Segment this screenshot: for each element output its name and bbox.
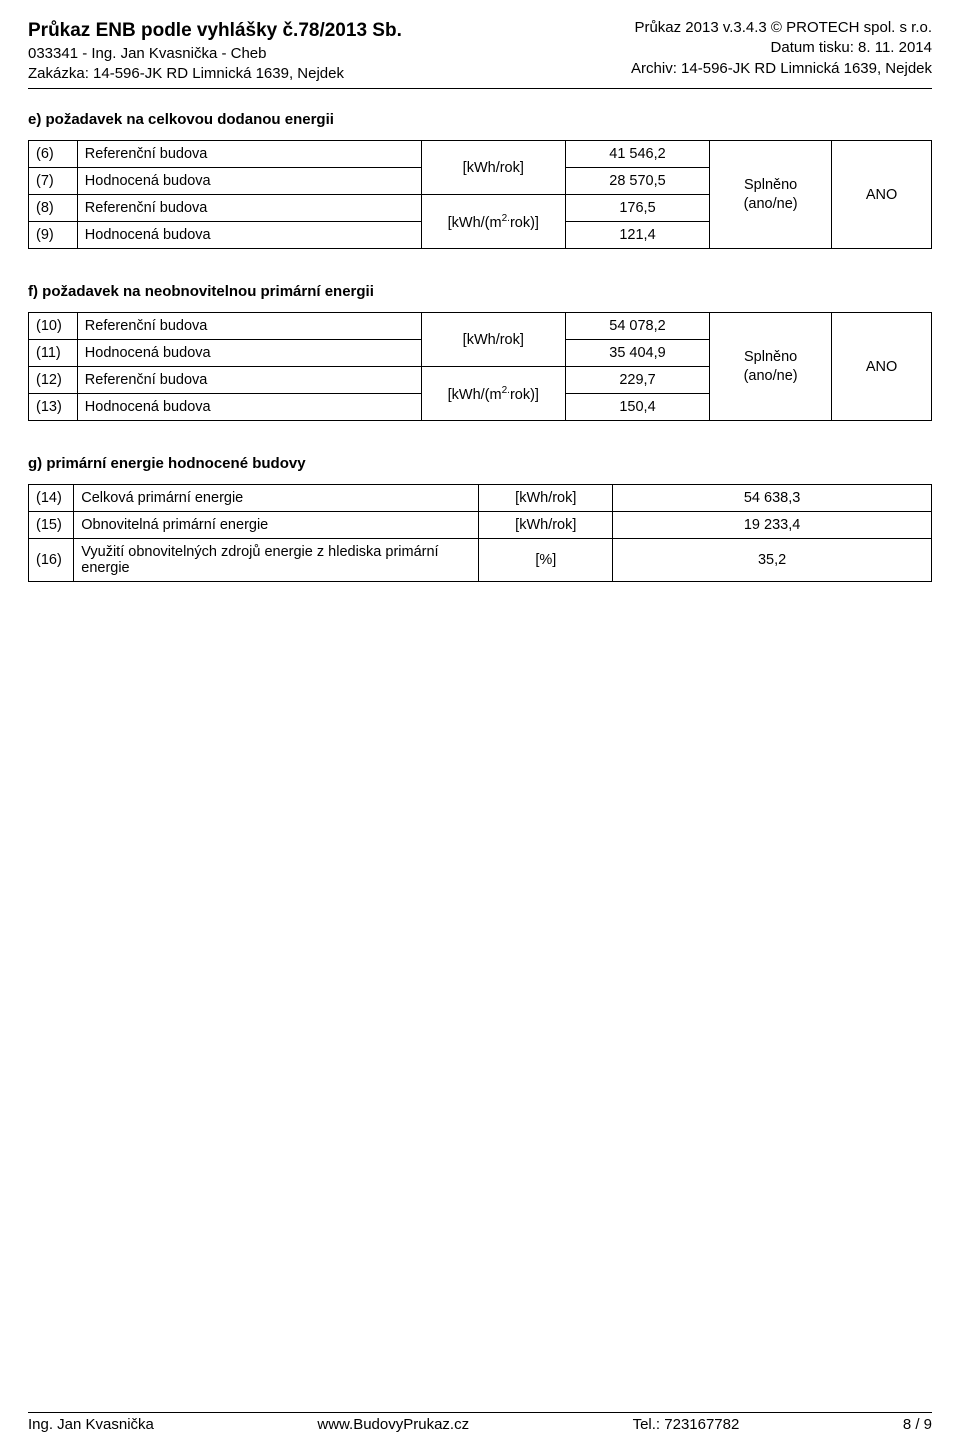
cell-unit: [%] bbox=[479, 539, 613, 582]
cell-splneno: Splněno (ano/ne) bbox=[710, 313, 832, 421]
cell-value: 54 078,2 bbox=[565, 313, 709, 340]
splneno-l1: Splněno bbox=[744, 177, 797, 193]
doc-line2-right: Datum tisku: 8. 11. 2014 bbox=[631, 38, 932, 58]
cell-num: (12) bbox=[29, 367, 78, 394]
cell-unit: [kWh/(m2.rok)] bbox=[421, 367, 565, 421]
cell-num: (7) bbox=[29, 168, 78, 195]
cell-label: Obnovitelná primární energie bbox=[74, 512, 479, 539]
table-row: (15) Obnovitelná primární energie [kWh/r… bbox=[29, 512, 932, 539]
section-e-title: e) požadavek na celkovou dodanou energii bbox=[28, 111, 932, 128]
footer-left: Ing. Jan Kvasnička bbox=[28, 1416, 154, 1433]
cell-label: Využití obnovitelných zdrojů energie z h… bbox=[74, 539, 479, 582]
section-f-title: f) požadavek na neobnovitelnou primární … bbox=[28, 283, 932, 300]
cell-splneno: Splněno (ano/ne) bbox=[710, 141, 832, 249]
cell-value: 121,4 bbox=[565, 222, 709, 249]
table-row: (14) Celková primární energie [kWh/rok] … bbox=[29, 485, 932, 512]
cell-label: Hodnocená budova bbox=[77, 394, 421, 421]
cell-num: (15) bbox=[29, 512, 74, 539]
cell-value: 54 638,3 bbox=[613, 485, 932, 512]
cell-value: 28 570,5 bbox=[565, 168, 709, 195]
header-divider bbox=[28, 88, 932, 89]
cell-unit: [kWh/rok] bbox=[479, 485, 613, 512]
doc-line3-left: Zakázka: 14-596-JK RD Limnická 1639, Nej… bbox=[28, 64, 402, 84]
table-section-e: (6) Referenční budova [kWh/rok] 41 546,2… bbox=[28, 140, 932, 249]
footer-right: Tel.: 723167782 bbox=[633, 1416, 740, 1433]
doc-line3-right: Archiv: 14-596-JK RD Limnická 1639, Nejd… bbox=[631, 59, 932, 79]
footer-divider bbox=[28, 1412, 932, 1413]
cell-label: Referenční budova bbox=[77, 141, 421, 168]
cell-value: 35 404,9 bbox=[565, 340, 709, 367]
cell-unit: [kWh/(m2.rok)] bbox=[421, 195, 565, 249]
cell-value: 19 233,4 bbox=[613, 512, 932, 539]
cell-result: ANO bbox=[832, 141, 932, 249]
cell-num: (9) bbox=[29, 222, 78, 249]
cell-result: ANO bbox=[832, 313, 932, 421]
cell-num: (8) bbox=[29, 195, 78, 222]
table-section-g: (14) Celková primární energie [kWh/rok] … bbox=[28, 484, 932, 582]
cell-value: 41 546,2 bbox=[565, 141, 709, 168]
cell-num: (13) bbox=[29, 394, 78, 421]
table-row: (6) Referenční budova [kWh/rok] 41 546,2… bbox=[29, 141, 932, 168]
footer: Ing. Jan Kvasnička www.BudovyPrukaz.cz T… bbox=[28, 1412, 932, 1433]
cell-label: Hodnocená budova bbox=[77, 168, 421, 195]
cell-num: (11) bbox=[29, 340, 78, 367]
cell-num: (6) bbox=[29, 141, 78, 168]
cell-label: Referenční budova bbox=[77, 367, 421, 394]
cell-unit: [kWh/rok] bbox=[479, 512, 613, 539]
cell-label: Referenční budova bbox=[77, 195, 421, 222]
splneno-l1: Splněno bbox=[744, 349, 797, 365]
cell-num: (10) bbox=[29, 313, 78, 340]
header: Průkaz ENB podle vyhlášky č.78/2013 Sb. … bbox=[28, 18, 932, 84]
cell-label: Celková primární energie bbox=[74, 485, 479, 512]
cell-label: Referenční budova bbox=[77, 313, 421, 340]
footer-center: www.BudovyPrukaz.cz bbox=[317, 1416, 469, 1433]
splneno-l2: (ano/ne) bbox=[744, 368, 798, 384]
table-row: (16) Využití obnovitelných zdrojů energi… bbox=[29, 539, 932, 582]
cell-num: (16) bbox=[29, 539, 74, 582]
table-section-f: (10) Referenční budova [kWh/rok] 54 078,… bbox=[28, 312, 932, 421]
table-row: (10) Referenční budova [kWh/rok] 54 078,… bbox=[29, 313, 932, 340]
cell-label: Hodnocená budova bbox=[77, 222, 421, 249]
doc-line2-left: 033341 - Ing. Jan Kvasnička - Cheb bbox=[28, 44, 402, 64]
section-g-title: g) primární energie hodnocené budovy bbox=[28, 455, 932, 472]
cell-num: (14) bbox=[29, 485, 74, 512]
cell-value: 229,7 bbox=[565, 367, 709, 394]
doc-title-left: Průkaz ENB podle vyhlášky č.78/2013 Sb. bbox=[28, 18, 402, 44]
cell-unit: [kWh/rok] bbox=[421, 141, 565, 195]
doc-title-right: Průkaz 2013 v.3.4.3 © PROTECH spol. s r.… bbox=[631, 18, 932, 38]
cell-value: 35,2 bbox=[613, 539, 932, 582]
cell-label: Hodnocená budova bbox=[77, 340, 421, 367]
cell-value: 176,5 bbox=[565, 195, 709, 222]
cell-value: 150,4 bbox=[565, 394, 709, 421]
splneno-l2: (ano/ne) bbox=[744, 196, 798, 212]
footer-page: 8 / 9 bbox=[903, 1416, 932, 1433]
cell-unit: [kWh/rok] bbox=[421, 313, 565, 367]
